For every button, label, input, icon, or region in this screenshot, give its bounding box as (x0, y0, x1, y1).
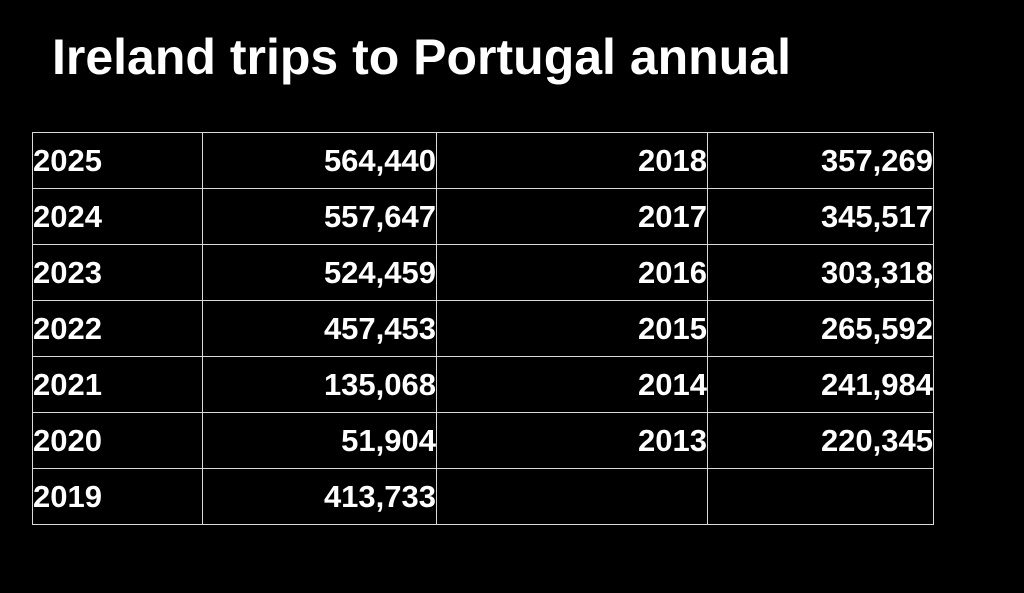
trips-cell: 564,440 (202, 132, 437, 189)
year-cell: 2014 (436, 356, 708, 413)
empty-cell (436, 468, 708, 525)
empty-cell (707, 468, 934, 525)
trips-cell: 413,733 (202, 468, 437, 525)
year-cell: 2018 (436, 132, 708, 189)
year-cell: 2022 (32, 300, 203, 357)
table-row: 2022 457,453 2015 265,592 (32, 300, 934, 357)
trips-cell: 524,459 (202, 244, 437, 301)
year-cell: 2024 (32, 188, 203, 245)
table-row: 2023 524,459 2016 303,318 (32, 244, 934, 301)
table-row: 2020 51,904 2013 220,345 (32, 412, 934, 469)
trips-cell: 557,647 (202, 188, 437, 245)
trips-cell: 357,269 (707, 132, 934, 189)
year-cell: 2023 (32, 244, 203, 301)
trips-cell: 135,068 (202, 356, 437, 413)
trips-cell: 303,318 (707, 244, 934, 301)
year-cell: 2020 (32, 412, 203, 469)
table-row: 2019 413,733 (32, 468, 934, 525)
table-body: 2025 564,440 2018 357,269 2024 557,647 2017 345… (32, 132, 934, 525)
year-cell: 2015 (436, 300, 708, 357)
year-cell: 2025 (32, 132, 203, 189)
trips-cell: 457,453 (202, 300, 437, 357)
trips-table: 2025 564,440 2018 357,269 2024 557,647 2017 345… (32, 132, 934, 525)
trips-cell: 220,345 (707, 412, 934, 469)
trips-cell: 265,592 (707, 300, 934, 357)
table-row: 2024 557,647 2017 345,517 (32, 188, 934, 245)
trips-cell: 241,984 (707, 356, 934, 413)
year-cell: 2019 (32, 468, 203, 525)
year-cell: 2013 (436, 412, 708, 469)
year-cell: 2021 (32, 356, 203, 413)
trips-cell: 345,517 (707, 188, 934, 245)
year-cell: 2017 (436, 188, 708, 245)
page-title: Ireland trips to Portugal annual (52, 29, 791, 85)
table-row: 2025 564,440 2018 357,269 (32, 132, 934, 189)
table-row: 2021 135,068 2014 241,984 (32, 356, 934, 413)
year-cell: 2016 (436, 244, 708, 301)
trips-cell: 51,904 (202, 412, 437, 469)
